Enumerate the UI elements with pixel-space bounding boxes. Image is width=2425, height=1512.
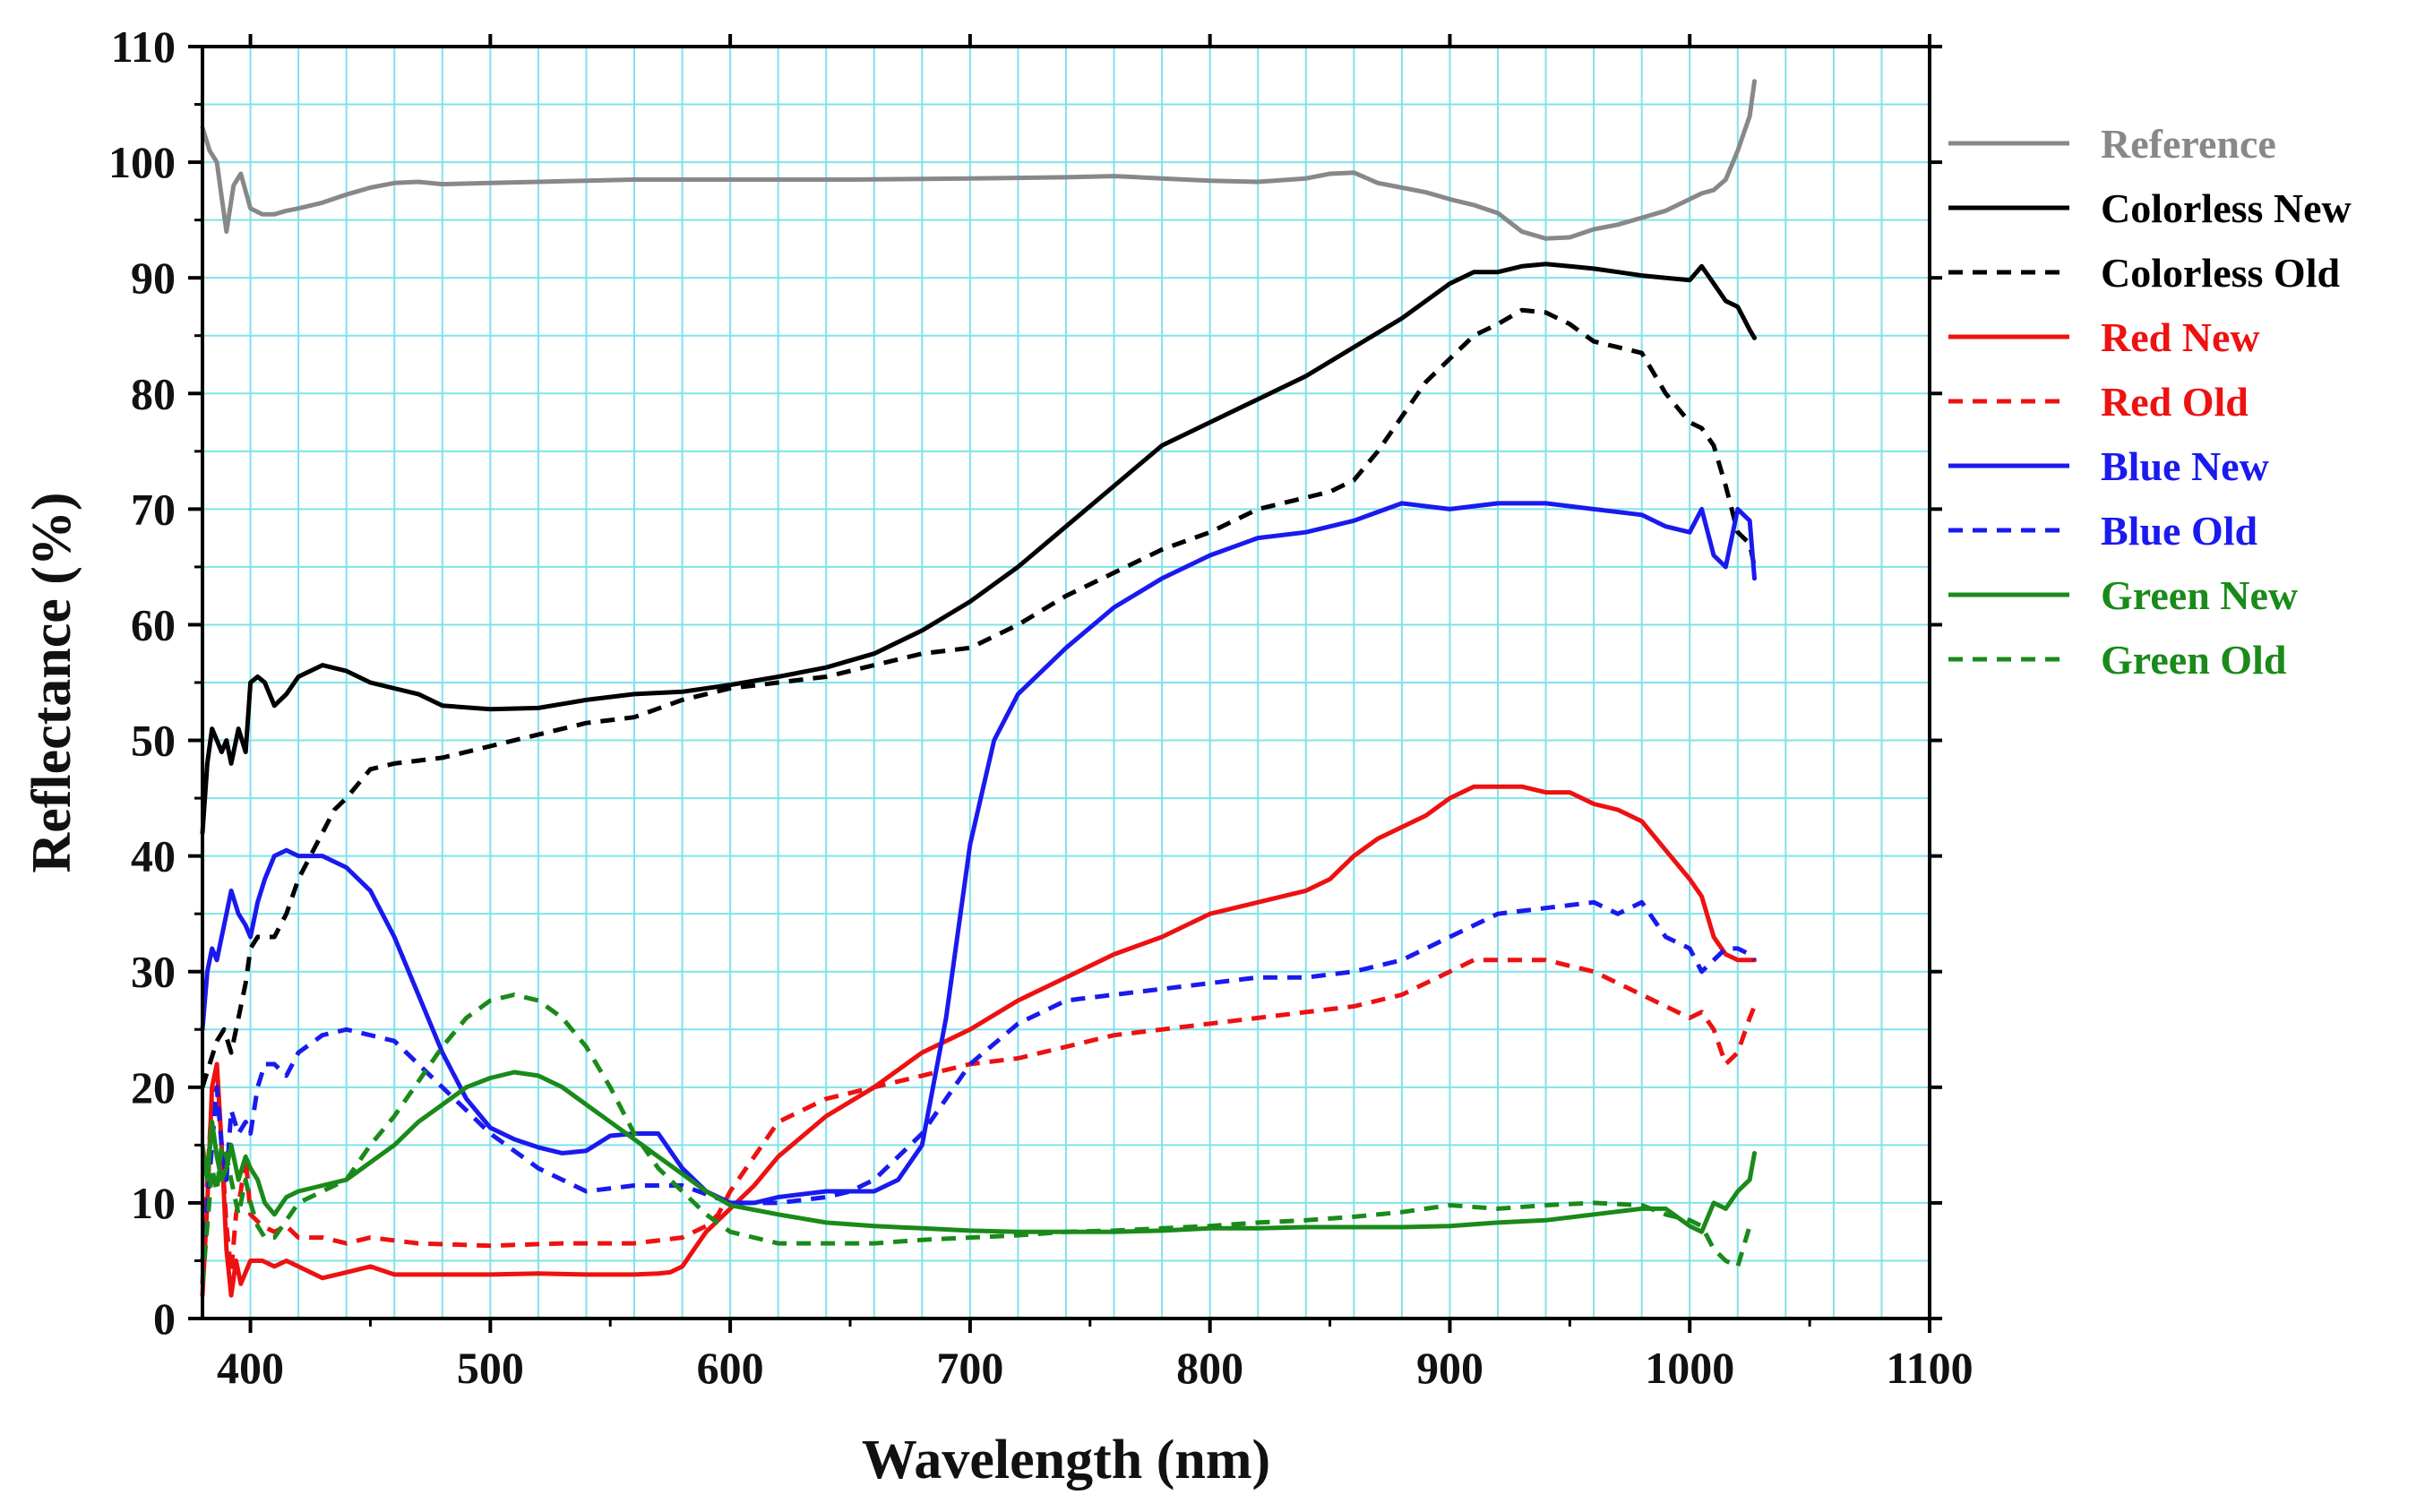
legend-label: Green New [2101,572,2298,618]
y-tick-label: 90 [131,253,176,303]
legend-label: Blue New [2101,443,2269,489]
x-tick-label: 500 [457,1343,524,1393]
series-line-green-new [200,1070,1757,1234]
y-tick-label: 50 [131,716,176,766]
y-tick-label: 40 [131,831,176,881]
x-tick-label: 400 [217,1343,284,1393]
x-tick-label: 800 [1176,1343,1243,1393]
y-tick-label: 70 [131,484,176,534]
y-tick-label: 20 [131,1062,176,1113]
series-layer [200,79,1757,1298]
legend-label: Green Old [2101,637,2287,683]
series-line-red-new [200,784,1757,1298]
series-line-reference [200,79,1757,241]
series-line-green-old [200,992,1755,1284]
legend-label: Red New [2101,314,2260,360]
y-tick-label: 100 [108,137,176,187]
series-line-colorless-old [200,307,1757,1088]
legend-label: Reference [2101,121,2276,167]
y-tick-label: 0 [153,1293,176,1344]
legend: Reference Colorless New Colorless Old Red N… [1948,121,2352,683]
x-tick-label: 900 [1416,1343,1483,1393]
y-tick-label: 10 [131,1178,176,1228]
series-line-red-old [200,958,1757,1284]
legend-label: Colorless Old [2101,250,2340,296]
x-tick-label: 1000 [1645,1343,1734,1393]
y-tick-label: 30 [131,947,176,997]
series-line-blue-old [200,899,1757,1261]
y-axis-title: Reflectance (%) [21,492,82,872]
series-line-colorless-new [200,262,1757,836]
grid-layer [202,47,1931,1319]
x-tick-label: 1100 [1886,1343,1973,1393]
tick-layer: 400 500 600 700 800 900 1000 1100 0 10 20 30 40 50 60 7… [108,21,1974,1393]
x-tick-label: 600 [697,1343,764,1393]
x-axis-title: Wavelength (nm) [862,1430,1270,1491]
legend-label: Colorless New [2101,185,2352,231]
legend-label: Red Old [2101,379,2249,425]
y-tick-label: 80 [131,368,176,418]
legend-label: Blue Old [2101,508,2258,554]
y-tick-label: 110 [111,21,176,72]
x-tick-label: 700 [936,1343,1003,1393]
y-tick-label: 60 [131,599,176,649]
